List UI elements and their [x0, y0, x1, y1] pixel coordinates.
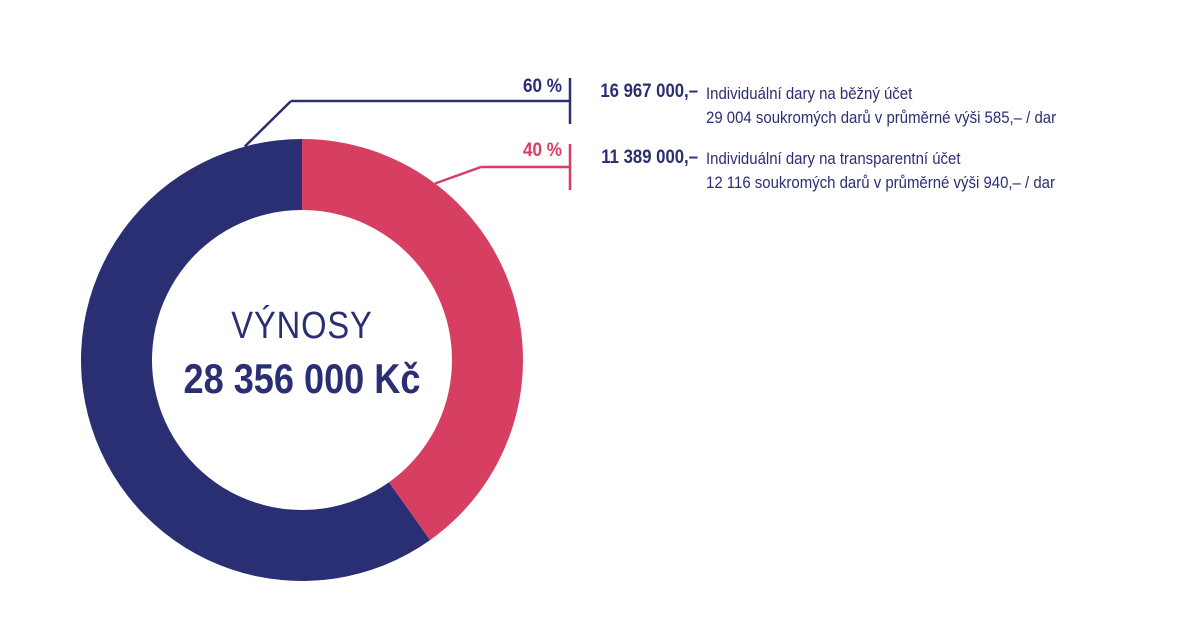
leader-bezny-diagonal: [243, 100, 292, 148]
slice-note-transparentni: 12 116 soukromých darů v průměrné výši 9…: [706, 173, 1055, 192]
slice-amount-bezny: 16 967 000,–: [600, 81, 698, 102]
donut-slices: [81, 139, 524, 582]
leader-lines: [243, 78, 572, 190]
slice-label-bezny: Individuální dary na běžný účet: [706, 84, 913, 103]
leader-transparentni-diagonal: [434, 165, 482, 185]
chart-total: 28 356 000 Kč: [183, 355, 421, 402]
slice-label-transparentni: Individuální dary na transparentní účet: [706, 149, 961, 168]
chart-title: VÝNOSY: [231, 305, 373, 347]
slice-note-bezny: 29 004 soukromých darů v průměrné výši 5…: [706, 108, 1057, 127]
slice-transparentni: [302, 139, 524, 541]
slice-amount-transparentni: 11 389 000,–: [601, 147, 698, 168]
slice-percent-transparentni: 40 %: [523, 140, 562, 161]
slice-bezny: [81, 139, 431, 582]
slice-percent-bezny: 60 %: [523, 76, 562, 97]
